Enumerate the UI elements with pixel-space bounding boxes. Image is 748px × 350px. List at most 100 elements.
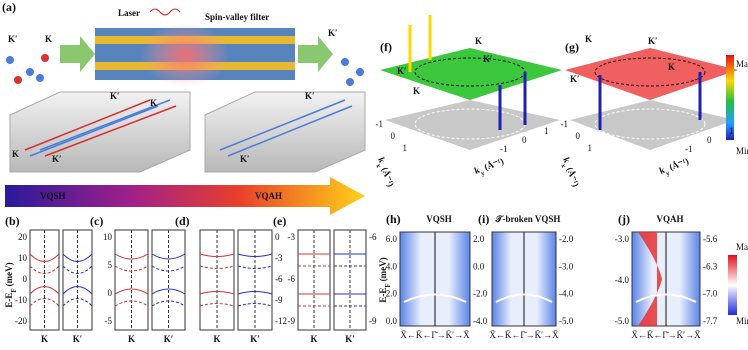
tick-label: 1 — [588, 143, 593, 153]
panel-label: (i) — [478, 212, 489, 226]
panel-label: (e) — [273, 214, 286, 228]
tick-label: -5.0 — [615, 316, 630, 326]
symbol: E-E — [4, 293, 14, 308]
band — [29, 286, 60, 295]
tick-label: -4.0 — [473, 316, 488, 326]
tick-label: -2.0 — [559, 234, 574, 244]
tick-label: -2.0 — [473, 289, 488, 299]
band — [199, 291, 235, 295]
band — [29, 265, 60, 274]
tick-label: 10 — [103, 232, 113, 242]
band — [114, 300, 149, 307]
k-point: K — [585, 34, 592, 44]
edge-state — [495, 293, 553, 303]
tick-label: 4.0 — [386, 261, 398, 271]
panel-label: (h) — [386, 212, 401, 226]
slab-label: K — [150, 98, 157, 108]
illustration — [5, 8, 738, 315]
slab-label: K′ — [240, 154, 250, 164]
x-label: X̄←K̄←Γ̄→K̄′→X̄ — [400, 330, 470, 340]
panel-title: 𝒯-broken VQSH — [495, 214, 561, 224]
tick-label: 1 — [544, 126, 549, 136]
band — [29, 298, 60, 307]
valley-label: K′ — [328, 28, 338, 38]
band — [62, 286, 93, 295]
tick-label: 0 — [576, 131, 581, 141]
colorbar-label: Max — [736, 59, 748, 69]
unit: (meV) — [4, 262, 14, 286]
band — [62, 265, 93, 274]
tick-label: 5 — [108, 260, 113, 270]
panel-label: (g) — [565, 40, 579, 54]
band — [199, 253, 235, 257]
tick-label: -9 — [288, 316, 296, 326]
band — [237, 303, 273, 307]
x-label: K′ — [345, 334, 355, 344]
panel-label: (c) — [90, 214, 103, 228]
tick-label: -3.0 — [615, 234, 630, 244]
x-label: K — [213, 334, 220, 344]
tick-label: -5.6 — [703, 234, 718, 244]
tick-label: -3 — [288, 232, 296, 242]
band — [114, 288, 149, 295]
band — [237, 253, 273, 257]
x-label: K — [128, 334, 135, 344]
tick-label: 10 — [18, 253, 28, 263]
k-point: K — [668, 62, 675, 72]
subscript: y — [665, 169, 671, 178]
unit: (meV) — [378, 257, 388, 281]
edge-state — [635, 293, 697, 303]
tick-label: 0 — [391, 131, 396, 141]
x-label: K′ — [73, 334, 83, 344]
bulk-red — [638, 232, 662, 326]
symbol: k — [658, 165, 666, 176]
x-label: K — [41, 334, 48, 344]
x-label: K — [310, 334, 317, 344]
colorbar-label: Max — [736, 242, 748, 252]
unit: (Å⁻¹) — [668, 156, 690, 172]
valley-label: K′ — [8, 34, 18, 44]
band — [237, 291, 273, 295]
tick-label: -5 — [105, 316, 113, 326]
subscript: F — [384, 283, 392, 287]
x-label: X̄←K̄←Γ̄→K̄′→X̄ — [631, 330, 701, 340]
band — [29, 253, 60, 262]
band — [62, 298, 93, 307]
band — [199, 265, 235, 269]
colorbar-label: Min — [736, 146, 748, 156]
band — [151, 253, 186, 260]
slab-label: K′ — [305, 91, 315, 101]
band — [114, 265, 149, 272]
band — [151, 300, 186, 307]
band — [151, 288, 186, 295]
tick-label: 2.0 — [473, 234, 485, 244]
axis-label: kx(Å⁻¹) — [558, 156, 581, 189]
tick-label: 0 — [707, 135, 712, 145]
tick-label: 2.0 — [386, 289, 398, 299]
slab-label: K — [12, 149, 19, 159]
symbol: k — [473, 165, 481, 176]
tick-label: -4.0 — [615, 275, 630, 285]
tick-label: -12 — [275, 316, 287, 326]
tick-label: 20 — [18, 232, 28, 242]
phase-label: VQAH — [255, 191, 282, 201]
panel-label: (j) — [618, 212, 630, 226]
tick-label: -1 — [500, 144, 508, 154]
filter-label: Spin-valley filter — [205, 12, 269, 22]
x-label: K′ — [250, 334, 260, 344]
panel-title: VQAH — [657, 214, 684, 224]
tick-label: 0 — [275, 232, 280, 242]
tick-label: -7.7 — [703, 316, 718, 326]
tick-label: -9 — [369, 316, 377, 326]
slab-label: K′ — [52, 154, 62, 164]
subscript: y — [480, 169, 486, 178]
phase-label: VQSH — [40, 191, 66, 201]
subscript: x — [375, 163, 384, 169]
panel-label: (d) — [175, 214, 190, 228]
tick-label: 0.0 — [473, 261, 485, 271]
subscript: x — [560, 163, 569, 169]
tick-label: -6 — [275, 274, 283, 284]
band — [237, 265, 273, 269]
tick-label: 1 — [729, 126, 734, 136]
